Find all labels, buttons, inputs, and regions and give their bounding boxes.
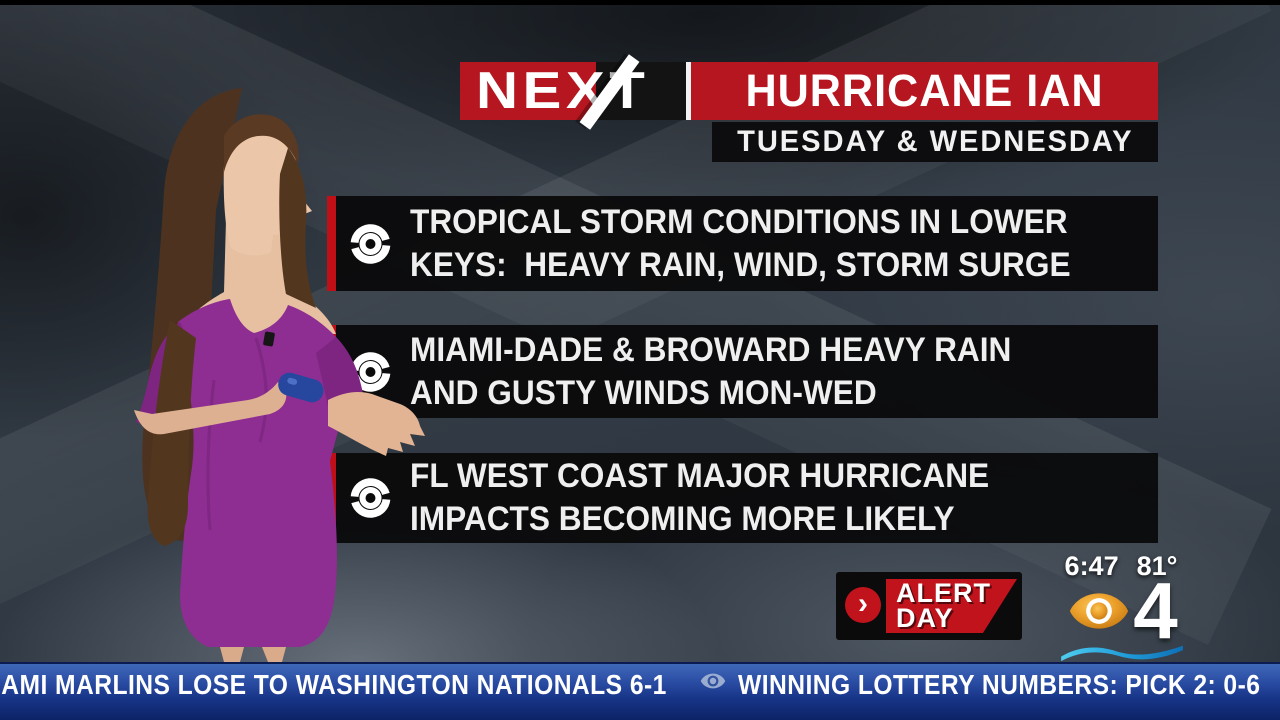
channel-number: 4 [1133,566,1178,655]
top-letterbox-bar [0,0,1280,5]
alert-label-line1: ALERT [896,578,991,608]
bullet-item: FL WEST COAST MAJOR HURRICANE IMPACTS BE… [327,453,1158,543]
subtitle-text: TUESDAY & WEDNESDAY [736,125,1134,158]
page-title: HURRICANE IAN [745,65,1104,116]
station-wave-icon [1061,645,1183,662]
temperature-label: 81° [1136,551,1178,581]
bullet-item: TROPICAL STORM CONDITIONS IN LOWER KEYS:… [327,196,1158,291]
weather-presenter [134,88,425,662]
bullet-text-line: KEYS: HEAVY RAIN, WIND, STORM SURGE [410,245,1071,284]
alert-day-badge: › ALERT DAY [836,572,1022,640]
ticker-text-right: WINNING LOTTERY NUMBERS: PICK 2: 0-6 [738,669,1261,700]
title-banner: HURRICANE IAN [691,62,1158,120]
alert-flag: ALERT DAY [886,579,1017,633]
time-label: 6:47 [1064,551,1119,581]
bullet-text-line: TROPICAL STORM CONDITIONS IN LOWER [410,202,1068,241]
ticker-text-left: MIAMI MARLINS LOSE TO WASHINGTON NATIONA… [0,669,667,700]
bullet-text-line: IMPACTS BECOMING MORE LIKELY [410,500,955,538]
cbs-eye-icon [1070,593,1129,629]
cbs-eye-separator-icon [700,673,726,689]
alert-arrow-icon: › [845,587,881,623]
alert-label-line2: DAY [896,603,954,633]
bullet-item: MIAMI-DADE & BROWARD HEAVY RAIN AND GUST… [327,325,1158,418]
next-logo: NEXT [460,54,686,130]
subtitle-banner: TUESDAY & WEDNESDAY [712,122,1158,162]
news-ticker: MIAMI MARLINS LOSE TO WASHINGTON NATIONA… [0,662,1280,720]
bullet-text-line: AND GUSTY WINDS MON-WED [410,373,877,412]
status-row: 6:47 81° [1046,551,1196,582]
header-divider [686,62,691,120]
bullet-text-line: FL WEST COAST MAJOR HURRICANE [410,457,990,495]
lapel-microphone [263,331,275,347]
bullet-text-line: MIAMI-DADE & BROWARD HEAVY RAIN [410,330,1012,369]
